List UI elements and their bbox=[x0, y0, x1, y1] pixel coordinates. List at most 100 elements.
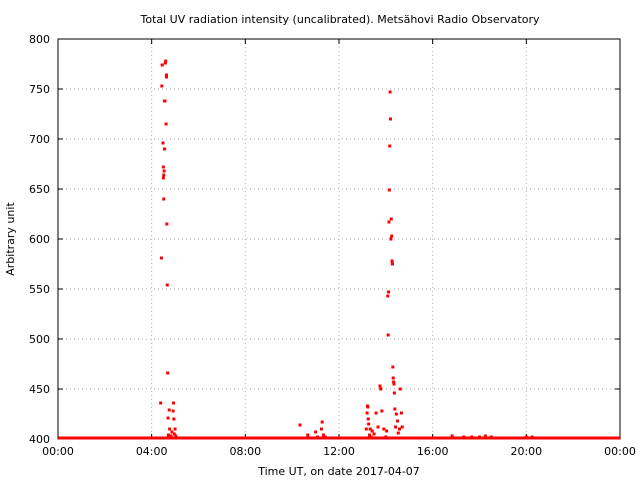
data-point bbox=[392, 391, 396, 395]
data-point bbox=[489, 435, 493, 439]
x-axis-label: Time UT, on date 2017-04-07 bbox=[257, 465, 420, 478]
y-tick-label: 750 bbox=[29, 83, 50, 96]
x-tick-label: 08:00 bbox=[229, 445, 261, 458]
data-point bbox=[372, 432, 376, 436]
data-point bbox=[397, 427, 401, 431]
data-point bbox=[314, 430, 318, 434]
data-point bbox=[161, 141, 165, 145]
data-point bbox=[384, 435, 388, 439]
data-point bbox=[396, 431, 400, 435]
data-point bbox=[165, 283, 169, 287]
data-point bbox=[376, 425, 380, 429]
data-point bbox=[396, 419, 400, 423]
data-point bbox=[160, 63, 164, 67]
data-point bbox=[382, 427, 386, 431]
data-point bbox=[389, 217, 393, 221]
data-point bbox=[319, 427, 323, 431]
y-axis-ticks: 400 450 500 550 600 650 700 750 800 bbox=[29, 33, 620, 446]
y-tick-label: 800 bbox=[29, 33, 50, 46]
data-point bbox=[374, 411, 378, 415]
chart-title: Total UV radiation intensity (uncalibrat… bbox=[140, 13, 540, 26]
y-tick-label: 400 bbox=[29, 433, 50, 446]
data-point bbox=[174, 434, 178, 438]
data-point bbox=[173, 427, 177, 431]
data-point bbox=[394, 412, 398, 416]
data-point bbox=[478, 435, 481, 439]
data-point bbox=[159, 256, 163, 260]
y-axis-label: Arbitrary unit bbox=[4, 202, 17, 276]
x-tick-label: 00:00 bbox=[42, 445, 74, 458]
data-point bbox=[366, 417, 370, 421]
data-point bbox=[162, 173, 166, 177]
data-point bbox=[168, 427, 172, 431]
data-point bbox=[386, 294, 390, 298]
data-point bbox=[365, 411, 369, 415]
data-point bbox=[165, 222, 169, 226]
data-point bbox=[366, 405, 370, 409]
data-point bbox=[164, 122, 168, 126]
data-point bbox=[380, 409, 384, 413]
data-point bbox=[387, 220, 391, 224]
data-point bbox=[400, 425, 404, 429]
data-point bbox=[166, 416, 170, 420]
data-point bbox=[385, 429, 389, 433]
data-point bbox=[316, 435, 320, 439]
data-point bbox=[391, 365, 395, 369]
data-point bbox=[166, 433, 170, 437]
data-point bbox=[321, 433, 325, 437]
data-point bbox=[164, 59, 168, 63]
data-point bbox=[392, 380, 396, 384]
data-point bbox=[470, 435, 474, 439]
data-point bbox=[163, 61, 167, 65]
data-point bbox=[370, 429, 374, 433]
data-point bbox=[161, 165, 165, 169]
grid-lines bbox=[58, 39, 620, 439]
y-tick-label: 650 bbox=[29, 183, 50, 196]
data-point bbox=[171, 409, 175, 413]
data-point bbox=[394, 425, 398, 429]
data-point bbox=[170, 430, 174, 434]
y-tick-label: 600 bbox=[29, 233, 50, 246]
data-point bbox=[483, 434, 487, 438]
data-point bbox=[163, 147, 167, 151]
y-tick-label: 700 bbox=[29, 133, 50, 146]
y-tick-label: 500 bbox=[29, 333, 50, 346]
data-point bbox=[167, 408, 171, 412]
data-point bbox=[163, 99, 167, 103]
data-point bbox=[164, 75, 168, 79]
data-point bbox=[369, 435, 373, 439]
data-point bbox=[364, 427, 368, 431]
data-point bbox=[390, 234, 394, 238]
data-point bbox=[387, 188, 391, 192]
y-tick-label: 550 bbox=[29, 283, 50, 296]
data-point bbox=[450, 434, 454, 438]
x-tick-label: 04:00 bbox=[136, 445, 168, 458]
data-point bbox=[388, 90, 392, 94]
x-tick-label: 20:00 bbox=[510, 445, 542, 458]
data-point bbox=[160, 84, 164, 88]
data-point bbox=[388, 144, 392, 148]
data-point bbox=[172, 432, 176, 436]
data-point bbox=[172, 417, 176, 421]
y-tick-label: 450 bbox=[29, 383, 50, 396]
data-point bbox=[524, 435, 528, 439]
data-point bbox=[391, 376, 395, 380]
x-tick-label: 12:00 bbox=[323, 445, 355, 458]
data-point bbox=[367, 422, 371, 426]
data-points bbox=[159, 59, 534, 439]
data-point bbox=[387, 290, 391, 294]
data-point bbox=[323, 435, 327, 439]
data-point bbox=[320, 420, 324, 424]
data-point bbox=[367, 433, 371, 437]
data-point bbox=[298, 423, 302, 427]
data-point bbox=[389, 237, 393, 241]
data-point bbox=[162, 169, 166, 173]
data-point bbox=[530, 435, 534, 439]
x-tick-label: 00:00 bbox=[604, 445, 636, 458]
data-point bbox=[399, 411, 403, 415]
data-point bbox=[386, 333, 390, 337]
data-point bbox=[169, 435, 173, 439]
x-tick-label: 16:00 bbox=[417, 445, 449, 458]
data-point bbox=[164, 73, 168, 77]
